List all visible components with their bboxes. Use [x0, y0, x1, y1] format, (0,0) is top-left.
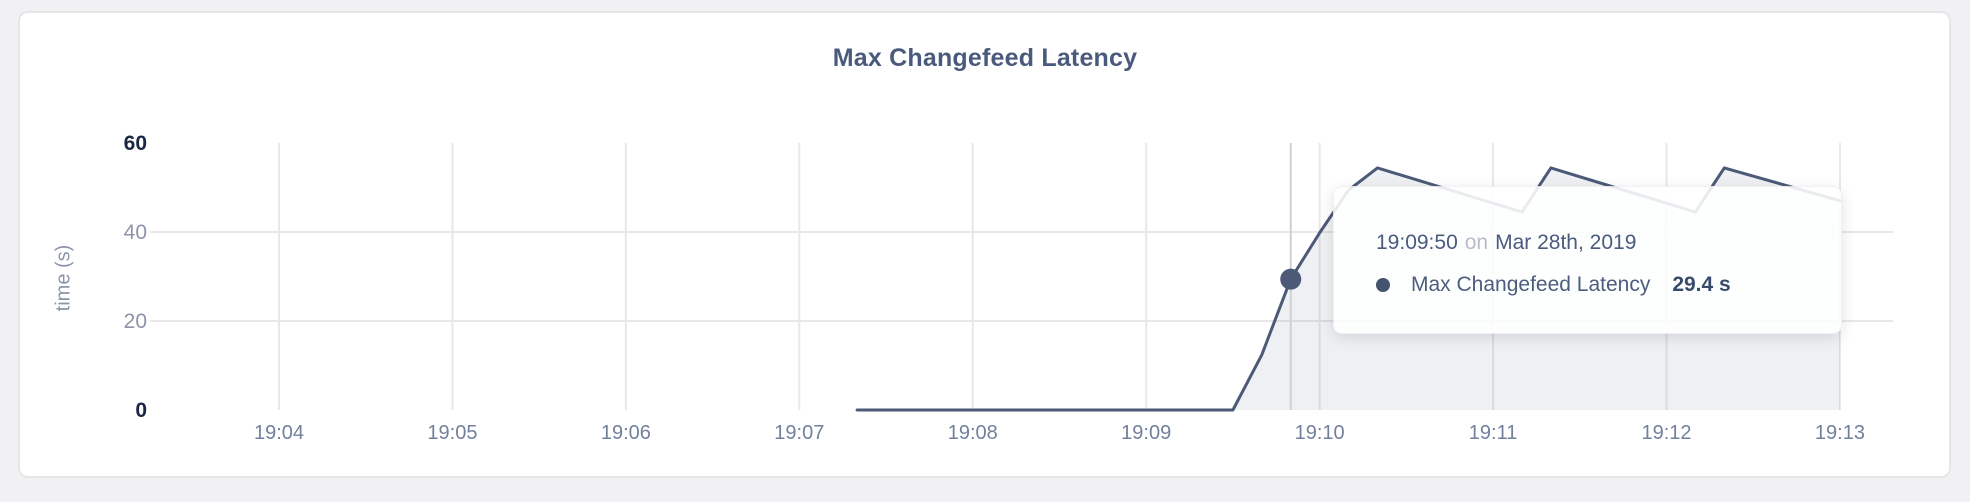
series-bullet-icon [1376, 278, 1390, 292]
x-tick-label: 19:09 [1121, 422, 1171, 444]
x-tick-label: 19:04 [254, 422, 304, 444]
hover-point[interactable] [1280, 268, 1302, 290]
tooltip-time: 19:09:50 [1376, 231, 1458, 254]
chart-title: Max Changefeed Latency [832, 44, 1138, 72]
x-tick-label: 19:08 [948, 422, 998, 444]
x-tick-label: 19:07 [774, 422, 824, 444]
y-tick-label: 60 [124, 132, 147, 155]
chart-tooltip: 19:09:50 on Mar 28th, 2019 Max Changefeed … [1333, 186, 1842, 334]
tooltip-series-value: 29.4 s [1672, 273, 1731, 296]
x-tick-label: 19:12 [1641, 422, 1691, 444]
tooltip-on-word: on [1464, 231, 1489, 254]
x-tick-label: 19:11 [1469, 422, 1518, 444]
tooltip-date: Mar 28th, 2019 [1495, 231, 1637, 254]
x-tick-label: 19:06 [601, 422, 651, 444]
y-tick-label: 40 [124, 221, 147, 244]
tooltip-series-label: Max Changefeed Latency [1411, 273, 1651, 296]
y-tick-label: 0 [135, 399, 147, 422]
tooltip-series-row: Max Changefeed Latency 29.4 s [1376, 273, 1841, 297]
x-tick-label: 19:05 [427, 422, 477, 444]
x-tick-label: 19:10 [1295, 422, 1345, 444]
tooltip-timestamp: 19:09:50 on Mar 28th, 2019 [1376, 230, 1841, 255]
y-tick-label: 20 [124, 310, 147, 333]
x-tick-label: 19:13 [1815, 422, 1865, 444]
